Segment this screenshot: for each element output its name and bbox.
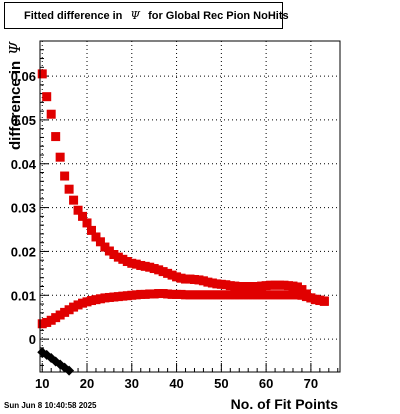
data-point — [78, 211, 88, 221]
chart-title-suffix: for Global Rec Pion NoHits — [148, 9, 289, 22]
data-point — [64, 365, 75, 376]
data-point — [42, 92, 52, 102]
data-point — [37, 69, 47, 79]
data-point — [82, 218, 92, 228]
y-tick-label: 0.05 — [11, 113, 36, 128]
y-tick-label: 0.01 — [11, 288, 36, 303]
chart-title: Fitted difference in Ψ for Global Rec Pi… — [4, 2, 289, 29]
y-tick-label: 0.06 — [11, 69, 36, 84]
data-point — [51, 132, 61, 142]
series-0 — [37, 69, 329, 306]
tick-labels: 10 20 30 40 50 60 70 0 0.01 0.02 0.03 0.04 0.05 0.06 — [11, 69, 318, 391]
y-axis-label-symbol: Ψ — [6, 41, 24, 55]
timestamp: Sun Jun 8 10:40:58 2025 — [4, 401, 97, 410]
x-tick-label: 10 — [35, 376, 49, 391]
series-1 — [37, 289, 329, 329]
data-point — [46, 109, 56, 119]
y-tick-label: 0.04 — [11, 157, 37, 172]
plot-frame — [39, 40, 341, 373]
x-tick-label: 70 — [304, 376, 318, 391]
data-point — [73, 205, 83, 215]
chart-title-symbol: Ψ — [130, 9, 141, 22]
x-tick-label: 20 — [80, 376, 94, 391]
data-point — [319, 296, 329, 306]
y-tick-label: 0 — [29, 332, 36, 347]
data-point — [95, 237, 105, 247]
series-2 — [37, 347, 75, 376]
y-axis-label-text: difference in — [7, 60, 24, 150]
x-tick-label: 30 — [125, 376, 139, 391]
y-axis-label: difference in Ψ — [6, 42, 24, 150]
data-point — [64, 184, 74, 194]
data-point — [91, 232, 101, 242]
data-point — [60, 171, 70, 181]
y-tick-label: 0.02 — [11, 244, 36, 259]
data-point — [69, 195, 79, 205]
x-axis-label: No. of Fit Points — [230, 396, 338, 412]
y-tick-label: 0.03 — [11, 201, 36, 216]
data-point — [55, 152, 65, 162]
data-marks — [37, 69, 329, 376]
data-point — [86, 225, 96, 235]
chart-title-prefix: Fitted difference in — [24, 9, 123, 22]
x-tick-label: 60 — [259, 376, 273, 391]
x-tick-label: 40 — [169, 376, 183, 391]
x-tick-label: 50 — [214, 376, 228, 391]
